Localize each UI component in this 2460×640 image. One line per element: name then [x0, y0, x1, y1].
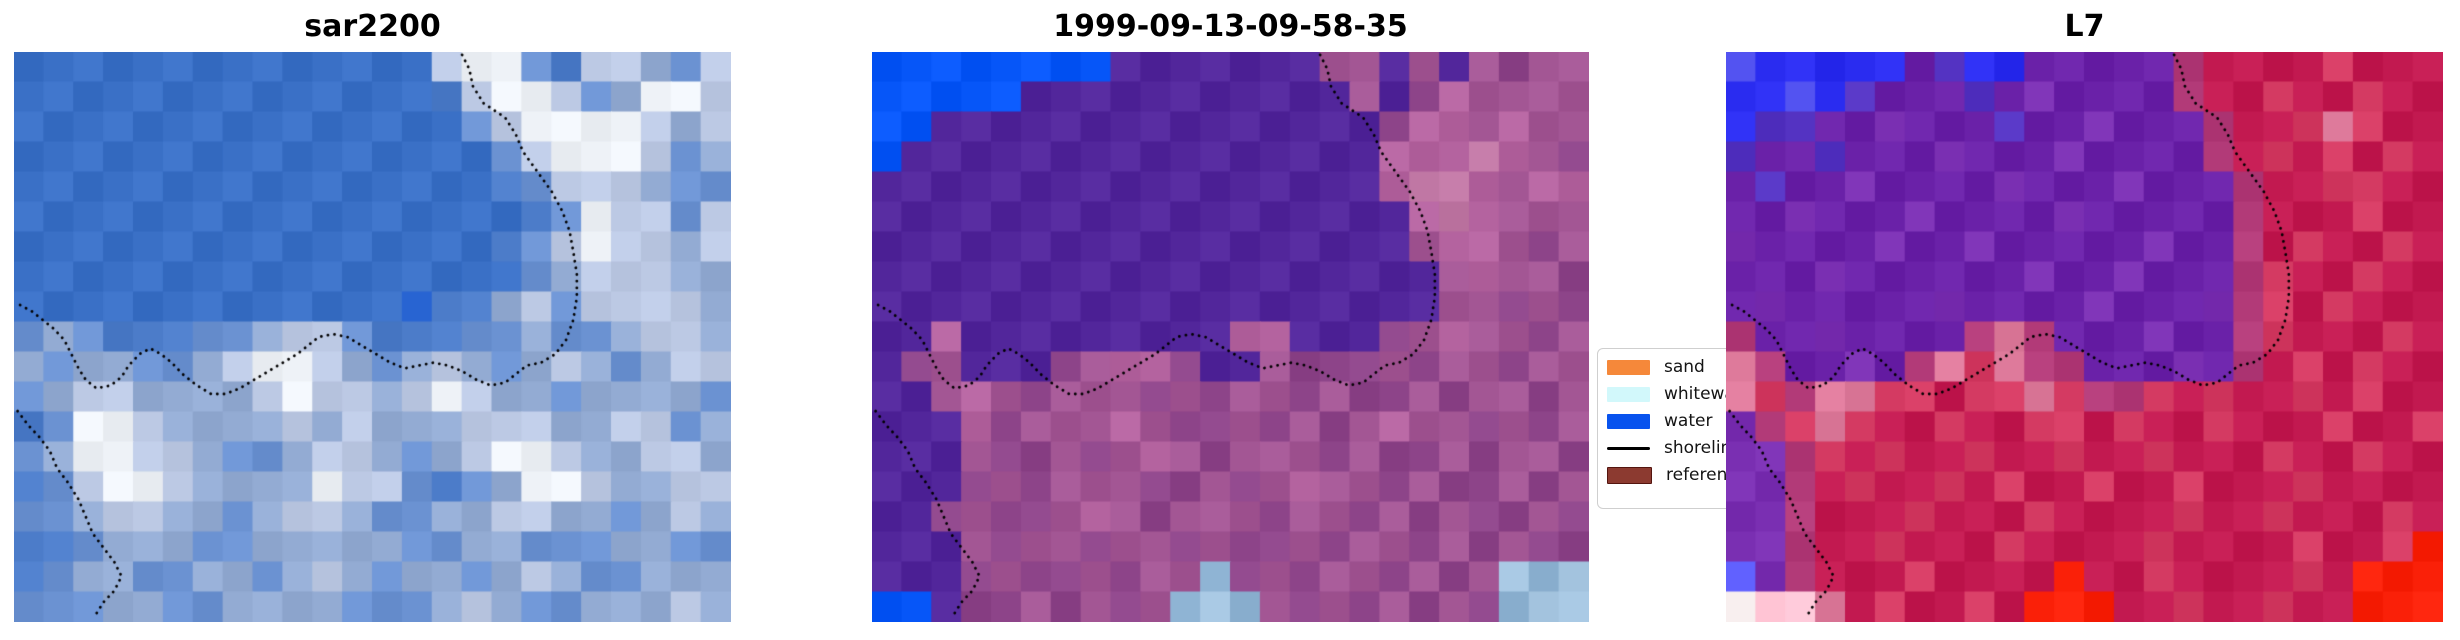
legend-label-sand: sand [1664, 357, 1705, 377]
water-color-swatch [1607, 414, 1650, 429]
whitewater-color-swatch [1607, 387, 1650, 402]
sar2200-image-panel [14, 52, 731, 622]
legend-row-sand: sand [1607, 359, 1774, 376]
legend-label-shoreline: shoreline [1664, 438, 1742, 458]
shoreline-line-swatch [1607, 446, 1650, 451]
legend-row-water: water [1607, 413, 1774, 430]
l7-image-canvas [1726, 52, 2443, 622]
reference-color-swatch [1607, 467, 1652, 484]
optical-1999-image-canvas [872, 52, 1589, 622]
sand-color-swatch [1607, 360, 1650, 375]
panel-title-sar2200: sar2200 [304, 9, 441, 44]
panel-title-timestamp: 1999-09-13-09-58-35 [1053, 9, 1408, 44]
panel-title-l7: L7 [2064, 9, 2105, 44]
sar2200-image-canvas [14, 52, 731, 622]
legend-label-water: water [1664, 411, 1713, 431]
optical-1999-image-panel [872, 52, 1589, 622]
l7-image-panel [1726, 52, 2443, 622]
legend-row-shoreline: shoreline [1607, 440, 1774, 457]
